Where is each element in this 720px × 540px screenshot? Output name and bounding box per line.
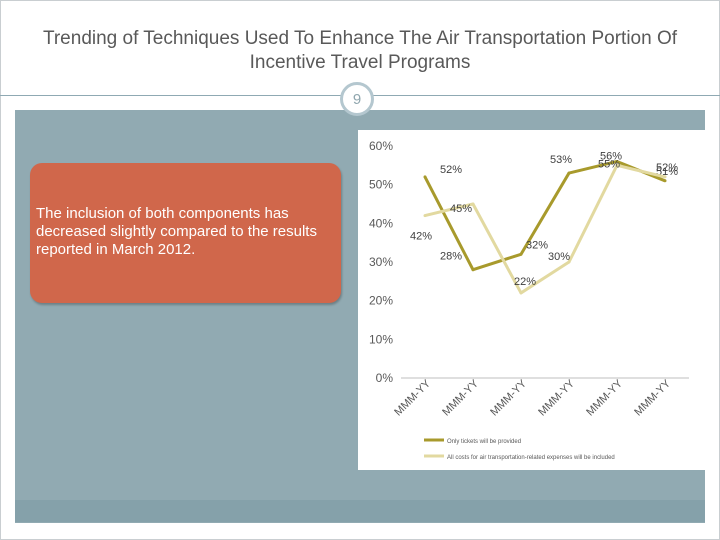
y-tick-label: 50% [369,178,393,192]
series-line [424,163,666,295]
data-point [567,260,571,264]
data-point [519,252,523,256]
chart-area [358,130,705,470]
data-point [615,163,619,167]
data-point [519,291,523,295]
legend-label: All costs for air transportation-related… [447,455,615,461]
data-label: 22% [514,276,536,288]
x-tick-label: MMM-YY [440,377,481,418]
x-tick-label: MMM-YY [392,377,433,418]
data-label: 32% [526,239,548,251]
bottom-band [15,500,705,522]
callout-box: The inclusion of both components has dec… [30,163,341,303]
data-label: 28% [440,251,462,263]
data-point [471,268,475,272]
data-point [663,179,667,183]
data-label: 52% [656,162,678,174]
data-label: 52% [440,164,462,176]
x-tick-label: MMM-YY [488,377,529,418]
slide-number: 9 [352,91,362,108]
slide-number-badge: 9 [340,82,374,116]
y-tick-label: 0% [376,371,394,385]
x-tick-label: MMM-YY [632,377,673,418]
data-point [471,202,475,206]
page-title: Trending of Techniques Used To Enhance T… [42,28,678,73]
x-tick-label: MMM-YY [584,377,625,418]
data-point [423,214,427,218]
data-label: 55% [598,158,620,170]
data-label: 42% [410,231,432,243]
legend-label: Only tickets will be provided [447,439,521,445]
data-label: 53% [550,154,572,166]
data-point [567,171,571,175]
data-point [663,175,667,179]
y-tick-label: 20% [369,294,393,308]
y-tick-label: 40% [369,216,393,230]
data-label: 30% [548,251,570,263]
data-label: 45% [450,203,472,215]
series-line [423,159,666,272]
callout-text: The inclusion of both components has dec… [36,205,317,258]
y-tick-label: 10% [369,332,393,346]
y-tick-label: 60% [369,139,393,153]
data-label: 56% [600,150,622,162]
y-tick-label: 30% [369,255,393,269]
x-tick-label: MMM-YY [536,377,577,418]
data-point [423,175,427,179]
data-point [615,159,619,163]
